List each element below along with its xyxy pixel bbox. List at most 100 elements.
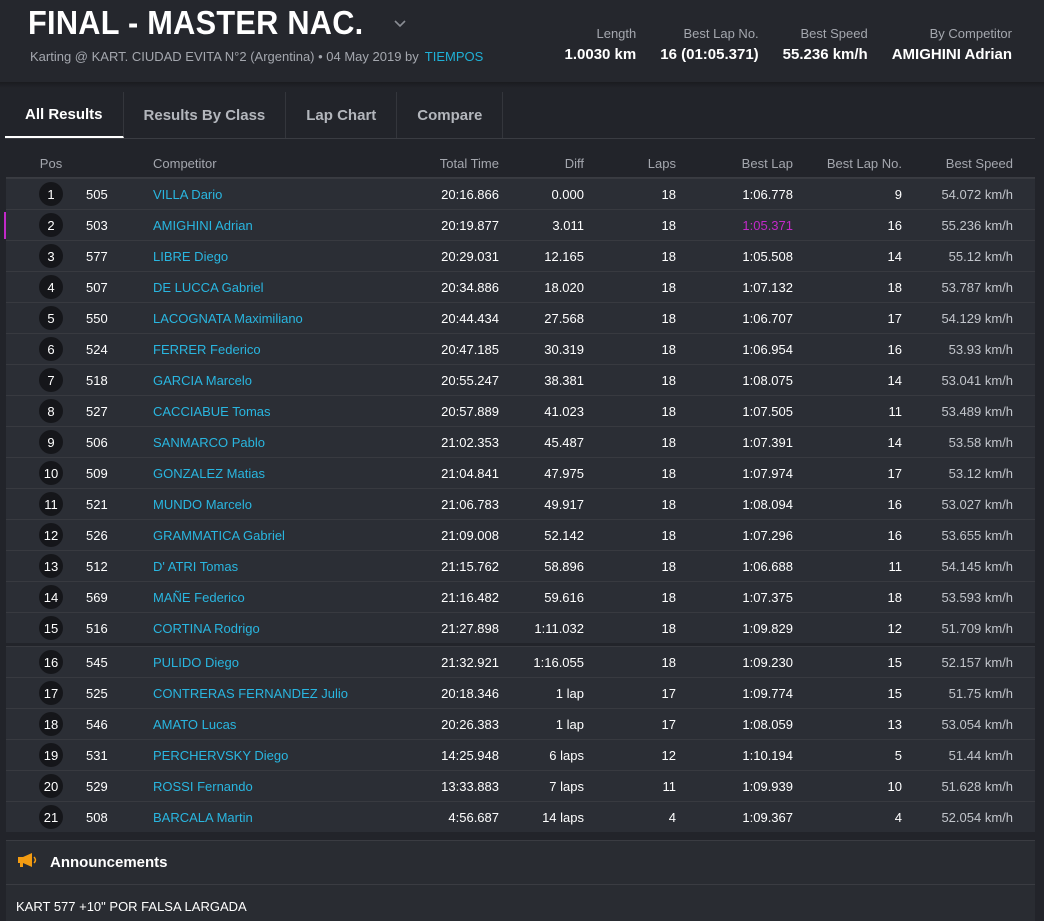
competitor-link[interactable]: ROSSI Fernando	[153, 778, 253, 794]
best-lap: 1:06.688	[742, 558, 793, 574]
table-row[interactable]: 12 526 GRAMMATICA Gabriel 21:09.008 52.142 18…	[6, 519, 1035, 550]
position-badge: 14	[39, 585, 63, 609]
competitor-link[interactable]: MUNDO Marcelo	[153, 496, 252, 512]
competitor-link[interactable]: CONTRERAS FERNANDEZ Julio	[153, 685, 349, 701]
competitor-link[interactable]: GARCIA Marcelo	[153, 372, 252, 388]
competitor-link[interactable]: LACOGNATA Maximiliano	[153, 310, 303, 326]
col-best-lap[interactable]: Best Lap	[741, 155, 793, 171]
table-row[interactable]: 9 506 SANMARCO Pablo 21:02.353 45.487 18 1:07.…	[6, 426, 1035, 457]
best-lap: 1:05.508	[742, 248, 793, 264]
best-speed: 53.58 km/h	[948, 434, 1013, 450]
table-row[interactable]: 17 525 CONTRERAS FERNANDEZ Julio 20:18.346 1…	[6, 677, 1035, 708]
diff: 1 lap	[555, 685, 584, 701]
col-laps[interactable]: Laps	[647, 155, 676, 171]
total-time: 20:55.247	[441, 372, 499, 388]
table-body: 1 505 VILLA Dario 20:16.866 0.000 18 1:06.778 9…	[4, 178, 1035, 832]
kart-number: 577	[86, 248, 108, 264]
laps: 18	[661, 620, 676, 636]
kart-number: 509	[86, 465, 108, 481]
best-lap-no: 11	[888, 403, 903, 419]
diff: 7 laps	[549, 778, 584, 794]
best-lap: 1:08.075	[742, 372, 793, 388]
competitor-link[interactable]: AMATO Lucas	[153, 716, 237, 732]
competitor-link[interactable]: GRAMMATICA Gabriel	[153, 527, 285, 543]
table-row[interactable]: 14 569 MAÑE Federico 21:16.482 59.616 18 1:07.…	[6, 581, 1035, 612]
table-row[interactable]: 2 503 AMIGHINI Adrian 20:19.877 3.011 18 1:05.…	[4, 209, 1035, 240]
best-speed: 53.489 km/h	[941, 403, 1013, 419]
kart-number: 518	[86, 372, 108, 388]
best-lap-no: 9	[894, 186, 902, 202]
table-row[interactable]: 15 516 CORTINA Rodrigo 21:27.898 1:11.032 18 1…	[6, 612, 1035, 643]
competitor-link[interactable]: BARCALA Martin	[153, 809, 253, 825]
results-table: Pos Competitor Total Time Diff Laps Best…	[4, 148, 1035, 832]
best-lap-no: 12	[887, 620, 902, 636]
table-row[interactable]: 5 550 LACOGNATA Maximiliano 20:44.434 27.568…	[6, 302, 1035, 333]
col-diff[interactable]: Diff	[564, 155, 584, 171]
table-row[interactable]: 10 509 GONZALEZ Matias 21:04.841 47.975 18 1:0…	[6, 457, 1035, 488]
competitor-link[interactable]: D' ATRI Tomas	[153, 558, 239, 574]
table-row[interactable]: 11 521 MUNDO Marcelo 21:06.783 49.917 18 1:08.…	[6, 488, 1035, 519]
chevron-down-icon[interactable]	[393, 16, 407, 34]
competitor-link[interactable]: CACCIABUE Tomas	[153, 403, 271, 419]
table-row[interactable]: 7 518 GARCIA Marcelo 20:55.247 38.381 18 1:08.…	[6, 364, 1035, 395]
best-lap-no: 17	[887, 310, 902, 326]
table-row[interactable]: 4 507 DE LUCCA Gabriel 20:34.886 18.020 18 1:0…	[6, 271, 1035, 302]
stat-by-competitor: By Competitor AMIGHINI Adrian	[892, 26, 1012, 63]
table-row[interactable]: 19 531 PERCHERVSKY Diego 14:25.948 6 laps 12 1…	[6, 739, 1035, 770]
best-lap-no: 14	[887, 248, 902, 264]
position-badge: 8	[39, 399, 63, 423]
competitor-link[interactable]: PERCHERVSKY Diego	[153, 747, 289, 763]
competitor-link[interactable]: LIBRE Diego	[153, 248, 229, 264]
best-lap: 1:09.774	[742, 685, 793, 701]
competitor-link[interactable]: FERRER Federico	[153, 341, 261, 357]
position-cell: 13	[36, 551, 66, 581]
tab-all-results[interactable]: All Results	[5, 92, 124, 138]
total-time: 20:19.877	[441, 217, 499, 233]
kart-number: 529	[86, 778, 108, 794]
position-badge: 19	[39, 743, 63, 767]
competitor-link[interactable]: MAÑE Federico	[153, 589, 245, 605]
diff: 1:16.055	[533, 654, 584, 670]
competitor-link[interactable]: PULIDO Diego	[153, 654, 239, 670]
table-row[interactable]: 1 505 VILLA Dario 20:16.866 0.000 18 1:06.778 9…	[6, 178, 1035, 209]
position-badge: 20	[39, 774, 63, 798]
table-row[interactable]: 3 577 LIBRE Diego 20:29.031 12.165 18 1:05.508…	[6, 240, 1035, 271]
best-lap-no: 4	[894, 809, 902, 825]
stat-value: AMIGHINI Adrian	[891, 46, 1012, 63]
competitor-link[interactable]: SANMARCO Pablo	[153, 434, 265, 450]
table-row[interactable]: 18 546 AMATO Lucas 20:26.383 1 lap 17 1:08.059…	[6, 708, 1035, 739]
table-row[interactable]: 8 527 CACCIABUE Tomas 20:57.889 41.023 18 1:07…	[6, 395, 1035, 426]
competitor-cell: GRAMMATICA Gabriel	[153, 520, 393, 550]
col-total-time[interactable]: Total Time	[439, 155, 499, 171]
megaphone-icon	[16, 852, 38, 873]
tab-lap-chart[interactable]: Lap Chart	[286, 92, 398, 138]
position-badge: 18	[39, 712, 63, 736]
table-row[interactable]: 13 512 D' ATRI Tomas 21:15.762 58.896 18 1:06.…	[6, 550, 1035, 581]
competitor-link[interactable]: CORTINA Rodrigo	[153, 620, 260, 636]
table-row[interactable]: 6 524 FERRER Federico 20:47.185 30.319 18 1:06…	[6, 333, 1035, 364]
competitor-link[interactable]: VILLA Dario	[153, 186, 223, 202]
stat-best-lap-no: Best Lap No. 16 (01:05.371)	[660, 26, 758, 63]
col-best-lap-no[interactable]: Best Lap No.	[826, 155, 902, 171]
table-row[interactable]: 16 545 PULIDO Diego 21:32.921 1:16.055 18 1:09…	[6, 646, 1035, 677]
tab-compare[interactable]: Compare	[397, 92, 504, 138]
best-lap-no: 18	[887, 589, 902, 605]
total-time: 20:34.886	[441, 279, 499, 295]
col-pos[interactable]: Pos	[39, 155, 63, 171]
competitor-link[interactable]: GONZALEZ Matias	[153, 465, 265, 481]
kart-number: 512	[86, 558, 108, 574]
position-cell: 7	[36, 365, 66, 395]
organizer-link[interactable]: TIEMPOS	[424, 49, 484, 64]
col-best-speed[interactable]: Best Speed	[945, 155, 1013, 171]
competitor-link[interactable]: DE LUCCA Gabriel	[153, 279, 264, 295]
best-lap: 1:07.505	[742, 403, 793, 419]
tab-results-by-class[interactable]: Results By Class	[124, 92, 287, 138]
col-competitor[interactable]: Competitor	[153, 155, 217, 171]
best-speed: 53.041 km/h	[941, 372, 1013, 388]
competitor-cell: LIBRE Diego	[153, 241, 393, 271]
table-row[interactable]: 20 529 ROSSI Fernando 13:33.883 7 laps 11 1:09…	[6, 770, 1035, 801]
competitor-link[interactable]: AMIGHINI Adrian	[153, 217, 253, 233]
table-row[interactable]: 21 508 BARCALA Martin 4:56.687 14 laps 4 1:09.…	[6, 801, 1035, 832]
position-cell: 20	[36, 771, 66, 801]
best-lap: 1:07.375	[742, 589, 793, 605]
